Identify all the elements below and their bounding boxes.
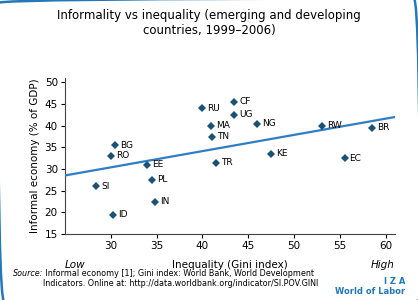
Text: CF: CF <box>240 97 251 106</box>
Text: BR: BR <box>377 123 390 132</box>
Text: RW: RW <box>327 121 342 130</box>
Text: EC: EC <box>349 154 362 163</box>
Text: KE: KE <box>276 149 288 158</box>
Text: High: High <box>371 260 395 269</box>
Text: TN: TN <box>217 132 229 141</box>
Text: Low: Low <box>65 260 85 269</box>
Text: EE: EE <box>153 160 163 169</box>
Text: Informal economy [1]; Gini index: World Bank, World Development
Indicators. Onli: Informal economy [1]; Gini index: World … <box>43 268 318 288</box>
Text: NG: NG <box>263 119 276 128</box>
Text: SI: SI <box>101 182 110 191</box>
Text: Informality vs inequality (emerging and developing
countries, 1999–2006): Informality vs inequality (emerging and … <box>57 9 361 37</box>
Text: RU: RU <box>207 104 220 113</box>
Text: I Z A: I Z A <box>384 278 405 286</box>
Text: ID: ID <box>118 210 128 219</box>
Y-axis label: Informal economy (% of GDP): Informal economy (% of GDP) <box>31 79 41 233</box>
Text: RO: RO <box>116 152 129 160</box>
Text: BG: BG <box>120 141 133 150</box>
Text: TR: TR <box>221 158 233 167</box>
Text: PL: PL <box>157 175 167 184</box>
Text: World of Labor: World of Labor <box>335 287 405 296</box>
Text: Inequality (Gini index): Inequality (Gini index) <box>172 260 288 269</box>
Text: MA: MA <box>216 121 229 130</box>
Text: Source:: Source: <box>13 268 43 278</box>
Text: UG: UG <box>240 110 253 119</box>
Text: IN: IN <box>160 197 169 206</box>
